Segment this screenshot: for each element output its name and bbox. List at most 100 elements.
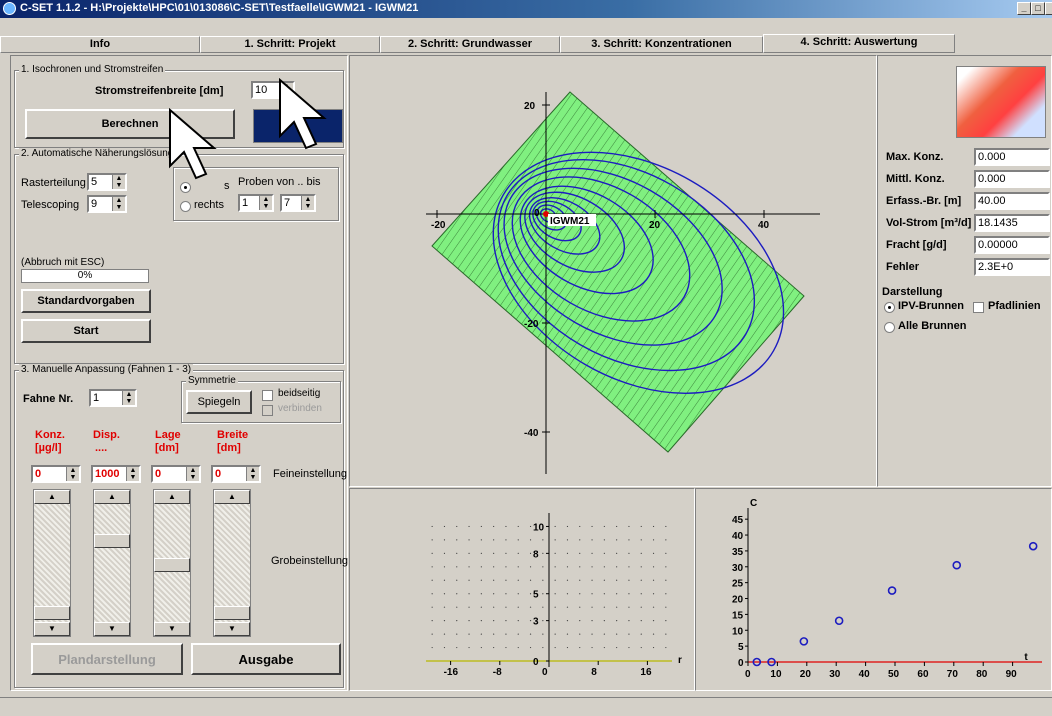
breite-slider[interactable]: ▲ ▼ [213,489,251,637]
grid-dot [443,525,446,528]
scroll-down-icon[interactable]: ▼ [94,622,130,636]
grid-dot [431,606,433,608]
grid-dot [456,566,458,568]
spiegeln-button[interactable]: Spiegeln [186,390,252,414]
grid-dot [616,525,618,528]
beidseitig-checkbox[interactable] [262,390,273,401]
fahne-stepper[interactable]: 1 ▲ ▼ [89,389,137,407]
ipv-brunnen-radio[interactable] [884,302,895,313]
standardvorgaben-button[interactable]: Standardvorgaben [21,289,151,313]
result-value[interactable]: 40.00 [974,192,1050,210]
grid-dot [493,646,495,649]
grid-dot [493,539,495,541]
grid-dot [579,593,581,595]
proben-von-value: 1 [242,197,249,209]
scroll-down-icon[interactable]: ▼ [34,622,70,636]
grid-dot [665,539,667,541]
result-label: Fehler [886,261,920,273]
spin-arrows-icon[interactable]: ▲▼ [259,196,272,210]
lage-stepper[interactable]: 0 ▲ ▼ [151,465,201,483]
grid-dot [616,552,618,554]
disp-slider[interactable]: ▲ ▼ [93,489,131,637]
grid-dot [554,552,556,554]
result-value[interactable]: 18.1435 [974,214,1050,232]
grid-dot [579,606,581,608]
well-label-box [548,214,596,226]
main-axes: -20 20 40 20 0 -20 -40 [426,92,820,474]
beidseitig-label: beidseitig [278,388,321,399]
proben-von-stepper[interactable]: 1 ▲ ▼ [238,194,274,212]
spin-arrows-icon[interactable]: ▲▼ [126,467,139,481]
scroll-up-icon[interactable]: ▲ [214,490,250,504]
minimize-button[interactable]: _ [1017,2,1031,15]
scroll-down-icon[interactable]: ▼ [154,622,190,636]
grid-dot [652,593,655,595]
telescoping-stepper[interactable]: 9 ▲ ▼ [87,195,127,213]
konz-slider-thumb[interactable] [34,606,70,620]
spin-arrows-icon[interactable]: ▲▼ [246,467,259,481]
grid-dot [529,539,532,541]
scroll-down-icon[interactable]: ▼ [214,622,250,636]
grid-dot [505,566,507,568]
radio-links[interactable] [180,182,191,193]
tab-projekt[interactable]: 1. Schritt: Projekt [200,36,380,53]
data-point [799,637,809,646]
verbinden-checkbox[interactable] [262,405,273,416]
feineinstellung-label: Feineinstellung [273,468,347,480]
spin-arrows-icon[interactable]: ▲▼ [186,467,199,481]
grid-dot [493,633,495,635]
rasterteilung-stepper[interactable]: 5 ▲ ▼ [87,173,127,191]
scroll-up-icon[interactable]: ▲ [154,490,190,504]
pfadlinien-checkbox[interactable] [973,302,984,313]
breite-value: 0 [215,468,222,480]
spin-arrows-icon[interactable]: ▲▼ [301,196,314,210]
proben-bis-stepper[interactable]: 7 ▲ ▼ [280,194,316,212]
plandarstellung-button[interactable]: Plandarstellung [31,643,183,675]
result-value[interactable]: 0.000 [974,170,1050,188]
result-value[interactable]: 0.000 [974,148,1050,166]
konz-slider[interactable]: ▲ ▼ [33,489,71,637]
spin-arrows-icon[interactable]: ▲▼ [112,175,125,189]
scroll-up-icon[interactable]: ▲ [34,490,70,504]
grid-dot [542,620,544,622]
lage-slider-thumb[interactable] [154,558,190,572]
grid-dot [431,525,433,528]
breite-slider-thumb[interactable] [214,606,250,620]
konz-stepper[interactable]: 0 ▲ ▼ [31,465,81,483]
lage-slider[interactable]: ▲ ▼ [153,489,191,637]
spin-arrows-icon[interactable]: ▲▼ [66,467,79,481]
plume-map-chart[interactable]: -20 20 40 20 0 -20 -40 IGWM21 [350,56,876,486]
breakthrough-chart[interactable]: 0 10 20 30 40 50 60 70 80 90 0 5 10 15 20 25 30 35 40 45 Ct [696,489,1051,690]
result-value[interactable]: 2.3E+0 [974,258,1050,276]
berechnen-button[interactable]: Berechnen [25,109,235,139]
tab-grundwasser[interactable]: 2. Schritt: Grundwasser [380,36,560,53]
alle-brunnen-radio[interactable] [884,322,895,333]
title-bar: C-SET 1.1.2 - H:\Projekte\HPC\01\013086\… [0,0,1052,18]
grid-dot [640,646,642,649]
radio-rechts[interactable] [180,201,191,212]
grid-dot [566,646,569,649]
breite-stepper[interactable]: 0 ▲ ▼ [211,465,261,483]
tab-konzentrationen[interactable]: 3. Schritt: Konzentrationen [560,36,763,53]
grid-dot [628,606,630,608]
grid-dot [443,620,446,622]
profile-chart[interactable]: -16 -8 0 8 16 10 8 5 3 0 r [350,489,694,690]
disp-slider-thumb[interactable] [94,534,130,548]
tab-auswertung[interactable]: 4. Schritt: Auswertung [763,34,955,53]
spin-arrows-icon[interactable]: ▲▼ [122,391,135,405]
spin-arrows-icon[interactable]: ▲▼ [112,197,125,211]
thumbnail-map[interactable] [956,66,1046,138]
scroll-up-icon[interactable]: ▲ [94,490,130,504]
disp-stepper[interactable]: 1000 ▲ ▼ [91,465,141,483]
maximize-button[interactable]: □ [1031,2,1045,15]
result-label: Erfass.-Br. [m] [886,195,962,207]
x-tick-label: 0 [542,667,548,678]
close-button[interactable] [1045,2,1052,15]
grid-dot [505,525,507,528]
radio-rechts-label: rechts [194,199,224,211]
start-button[interactable]: Start [21,319,151,343]
tab-info[interactable]: Info [0,36,200,53]
result-value[interactable]: 0.00000 [974,236,1050,254]
ausgabe-button[interactable]: Ausgabe [191,643,341,675]
